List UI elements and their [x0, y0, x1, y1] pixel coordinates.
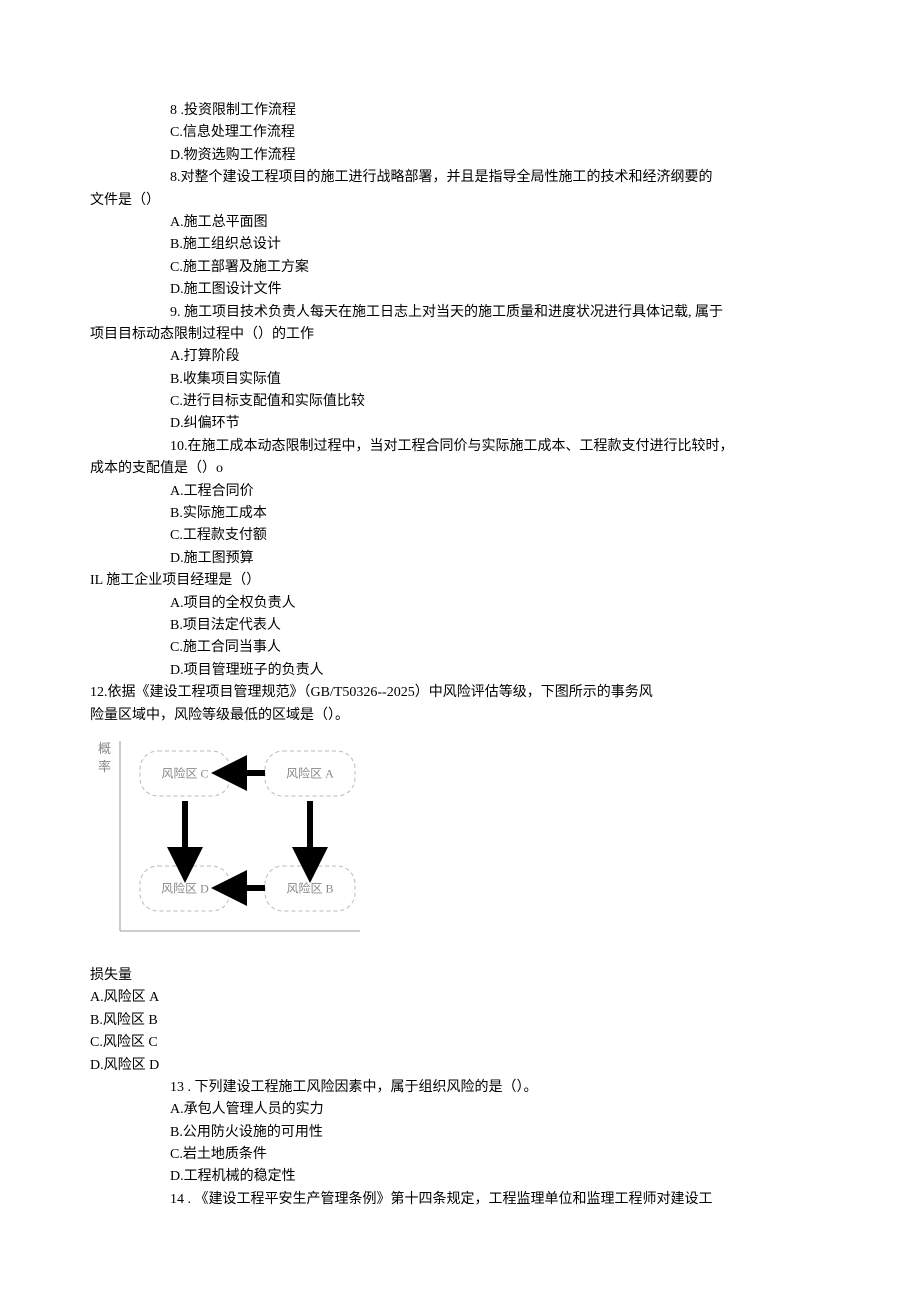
before-line-20: D.施工图预算 — [90, 548, 830, 570]
before-line-21: IL 施工企业项目经理是（） — [90, 570, 830, 592]
before-line-12: B.收集项目实际值 — [90, 369, 830, 391]
before-line-3: 8.对整个建设工程项目的施工进行战略部署，并且是指导全局性施工的技术和经济纲要的 — [90, 167, 830, 189]
after-line-6: B.公用防火设施的可用性 — [90, 1122, 830, 1144]
before-line-17: A.工程合同价 — [90, 481, 830, 503]
before-line-27: 险量区域中，风险等级最低的区域是（）。 — [90, 705, 830, 727]
after-line-9: 14 . 《建设工程平安生产管理条例》第十四条规定，工程监理单位和监理工程师对建… — [90, 1189, 830, 1211]
svg-text:风险区 B: 风险区 B — [286, 880, 333, 895]
before-line-8: D.施工图设计文件 — [90, 279, 830, 301]
after-line-5: A.承包人管理人员的实力 — [90, 1099, 830, 1121]
before-line-13: C.进行目标支配值和实际值比较 — [90, 391, 830, 413]
x-axis-label-text: 损失量 — [90, 965, 830, 987]
after-line-8: D.工程机械的稳定性 — [90, 1166, 830, 1188]
before-line-5: A.施工总平面图 — [90, 212, 830, 234]
before-line-18: B.实际施工成本 — [90, 503, 830, 525]
after-line-3: D.风险区 D — [90, 1055, 830, 1077]
before-line-14: D.纠偏环节 — [90, 413, 830, 435]
risk-diagram: 概率 风险区 C 风险区 A 风险区 D 风险区 B — [90, 731, 830, 961]
before-line-6: B.施工组织总设计 — [90, 234, 830, 256]
after-line-4: 13 . 下列建设工程施工风险因素中，属于组织风险的是（）。 — [90, 1077, 830, 1099]
after-line-2: C.风险区 C — [90, 1032, 830, 1054]
before-line-9: 9. 施工项目技术负责人每天在施工日志上对当天的施工质量和进度状况进行具体记载,… — [90, 302, 830, 324]
svg-text:率: 率 — [98, 759, 111, 774]
svg-text:风险区 D: 风险区 D — [161, 880, 209, 895]
before-line-10: 项目目标动态限制过程中（）的工作 — [90, 324, 830, 346]
before-line-19: C.工程款支付额 — [90, 525, 830, 547]
before-line-4: 文件是（） — [90, 190, 830, 212]
before-line-24: C.施工合同当事人 — [90, 637, 830, 659]
before-line-26: 12.依据《建设工程项目管理规范》（GB/T50326--2025）中风险评估等… — [90, 682, 830, 704]
svg-text:概: 概 — [98, 741, 111, 756]
before-line-0: 8 .投资限制工作流程 — [90, 100, 830, 122]
before-line-2: D.物资选购工作流程 — [90, 145, 830, 167]
before-line-23: B.项目法定代表人 — [90, 615, 830, 637]
before-line-16: 成本的支配值是（）o — [90, 458, 830, 480]
svg-text:风险区 A: 风险区 A — [286, 765, 334, 780]
after-line-7: C.岩土地质条件 — [90, 1144, 830, 1166]
after-line-0: A.风险区 A — [90, 987, 830, 1009]
before-line-1: C.信息处理工作流程 — [90, 122, 830, 144]
before-line-15: 10.在施工成本动态限制过程中，当对工程合同价与实际施工成本、工程款支付进行比较… — [90, 436, 830, 458]
before-line-25: D.项目管理班子的负责人 — [90, 660, 830, 682]
before-line-22: A.项目的全权负责人 — [90, 593, 830, 615]
svg-text:风险区 C: 风险区 C — [161, 765, 208, 780]
before-line-11: A.打算阶段 — [90, 346, 830, 368]
after-line-1: B.风险区 B — [90, 1010, 830, 1032]
before-line-7: C.施工部署及施工方案 — [90, 257, 830, 279]
